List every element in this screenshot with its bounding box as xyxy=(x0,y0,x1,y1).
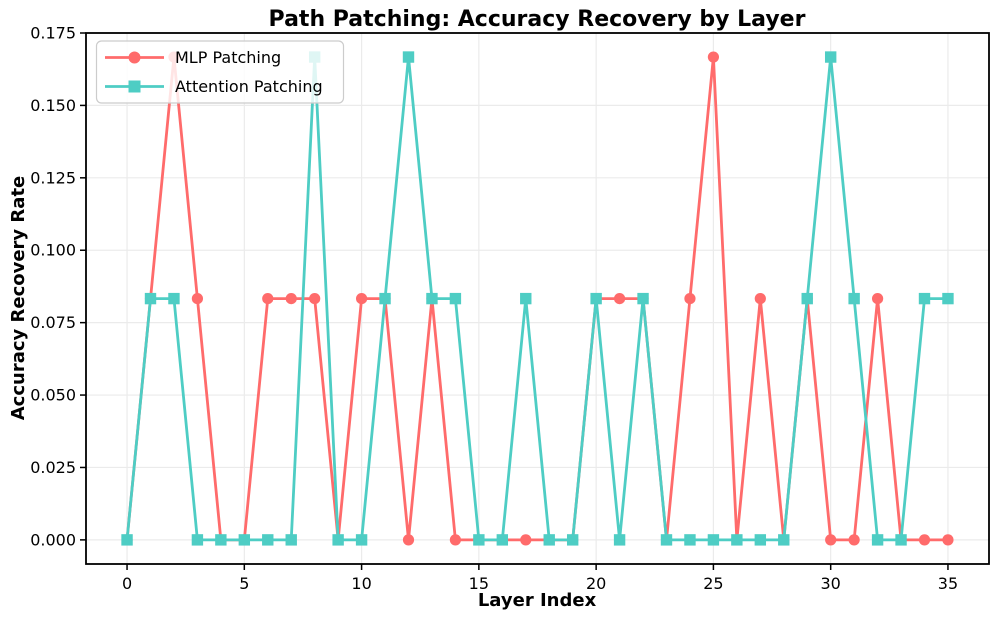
attention-patching-marker xyxy=(238,534,251,546)
attention-patching-marker xyxy=(520,292,532,305)
y-tick-label: 0.025 xyxy=(30,458,76,477)
mlp-patching-marker xyxy=(285,293,297,305)
attention-patching-marker xyxy=(449,292,462,305)
attention-patching-marker xyxy=(731,534,743,546)
mlp-patching-marker xyxy=(825,534,837,546)
y-tick-label: 0.125 xyxy=(30,168,76,187)
attention-patching-marker xyxy=(707,534,720,546)
attention-patching-marker xyxy=(778,534,790,546)
attention-patching-marker xyxy=(613,534,626,546)
mlp-patching-marker xyxy=(191,293,204,305)
plot-border xyxy=(85,32,990,565)
attention-patching-marker xyxy=(215,534,227,546)
mlp-patching-marker xyxy=(402,534,415,546)
attention-patching-marker xyxy=(543,534,555,546)
x-tick-label: 15 xyxy=(469,574,489,593)
attention-patching-marker xyxy=(801,292,813,305)
mlp-patching-marker xyxy=(262,293,274,305)
y-tick-label: 0.100 xyxy=(30,241,76,260)
x-tick-label: 0 xyxy=(122,574,132,593)
attention-patching-marker xyxy=(590,292,602,305)
attention-patching-marker xyxy=(942,292,954,305)
mlp-patching-marker xyxy=(871,293,884,305)
legend-square-marker xyxy=(128,80,141,93)
attention-patching-marker xyxy=(918,292,931,305)
attention-patching-marker xyxy=(637,292,649,305)
mlp-patching-line xyxy=(125,55,950,542)
mlp-patching-marker xyxy=(848,534,860,546)
mlp-patching-marker xyxy=(918,534,931,546)
attention-patching-marker xyxy=(379,292,391,305)
mlp-patching-marker xyxy=(520,534,532,546)
attention-patching-marker xyxy=(332,534,344,546)
attention-patching-marker xyxy=(496,534,509,546)
attention-patching-marker xyxy=(262,534,274,546)
attention-patching-marker xyxy=(566,534,579,546)
attention-patching-marker xyxy=(824,51,837,63)
legend-label: MLP Patching xyxy=(175,48,281,67)
legend-label: Attention Patching xyxy=(175,77,323,96)
y-tick-label: 0.000 xyxy=(30,530,76,549)
mlp-patching-marker xyxy=(754,293,766,305)
chart-title: Path Patching: Accuracy Recovery by Laye… xyxy=(269,7,806,32)
attention-patching-marker xyxy=(121,534,133,546)
attention-patching-marker xyxy=(355,534,368,546)
attention-patching-marker xyxy=(191,534,204,546)
mlp-patching-marker xyxy=(309,293,321,305)
y-tick-label: 0.050 xyxy=(30,386,76,405)
mlp-patching-marker xyxy=(707,51,720,63)
x-tick-label: 5 xyxy=(239,574,249,593)
x-tick-label: 35 xyxy=(938,574,958,593)
y-tick-label: 0.150 xyxy=(30,96,76,115)
x-tick-label: 20 xyxy=(586,574,606,593)
attention-patching-marker xyxy=(895,534,907,546)
x-tick-label: 30 xyxy=(821,574,841,593)
legend: MLP Patching Attention Patching xyxy=(95,40,345,104)
attention-patching-marker xyxy=(402,51,415,63)
attention-patching-marker xyxy=(848,292,860,305)
attention-patching-marker xyxy=(754,534,767,546)
attention-patching-marker xyxy=(285,534,297,546)
mlp-patching-marker xyxy=(355,293,368,305)
x-tick-label: 25 xyxy=(703,574,723,593)
mlp-patching-marker xyxy=(684,293,696,305)
x-tick-label: 10 xyxy=(351,574,371,593)
attention-patching-marker xyxy=(684,534,696,546)
x-axis-label: Layer Index xyxy=(478,590,597,611)
attention-patching-marker xyxy=(473,534,485,546)
legend-circle-marker xyxy=(128,51,141,64)
attention-patching-marker xyxy=(426,292,438,305)
attention-patching-marker xyxy=(660,534,673,546)
y-tick-label: 0.175 xyxy=(30,24,76,43)
mlp-patching-marker xyxy=(613,293,626,305)
attention-patching-marker xyxy=(168,292,180,305)
attention-patching-marker xyxy=(144,292,157,305)
y-tick-label: 0.075 xyxy=(30,313,76,332)
attention-patching-marker xyxy=(871,534,884,546)
mlp-patching-marker xyxy=(942,534,954,546)
y-axis-label: Accuracy Recovery Rate xyxy=(8,176,29,421)
mlp-patching-marker xyxy=(449,534,462,546)
